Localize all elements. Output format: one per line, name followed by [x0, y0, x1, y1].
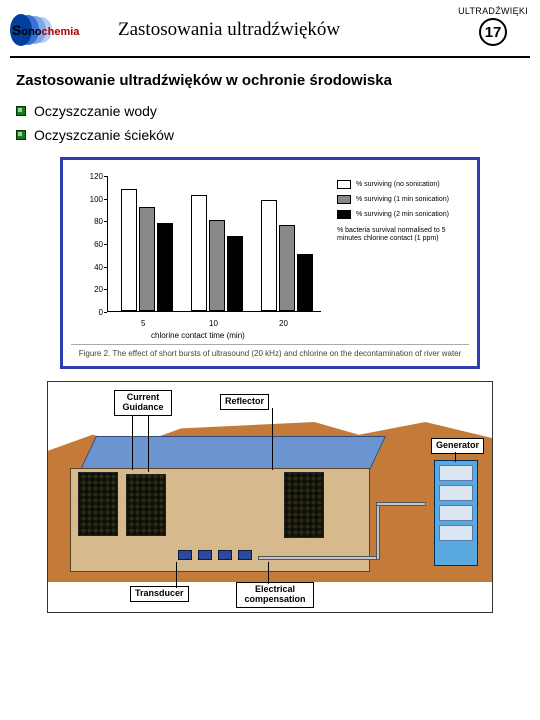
top-right-label: ULTRADŹWIĘKI: [458, 6, 528, 16]
logo-mid: ono: [21, 26, 41, 38]
bar-chart: 0 20 40 60 80 100 120 5 10 20 chlorine c…: [71, 168, 471, 338]
reflector-panel: [284, 472, 324, 538]
generator-rack: [434, 460, 478, 566]
legend-label: % surviving (1 min sonication): [356, 196, 449, 203]
ytick: 0: [81, 308, 103, 317]
cable: [376, 502, 380, 560]
cable: [376, 502, 426, 506]
label-generator: Generator: [431, 438, 484, 454]
legend-label: % surviving (no sonication): [356, 181, 440, 188]
page-number-badge: 17: [479, 18, 507, 46]
ytick: 100: [81, 195, 103, 204]
bar: [139, 207, 155, 311]
ytick: 120: [81, 172, 103, 181]
xtick: 20: [279, 319, 288, 328]
schematic-diagram: CurrentGuidance Reflector Generator Tran…: [47, 381, 493, 613]
bar: [261, 200, 277, 311]
ytick: 40: [81, 263, 103, 272]
chart-caption: Figure 2. The effect of short bursts of …: [71, 344, 469, 358]
transducer-icon: [238, 550, 252, 560]
bullet-text: Oczyszczanie wody: [34, 103, 157, 119]
transducer-icon: [198, 550, 212, 560]
transducer-icon: [178, 550, 192, 560]
label-current-guidance: CurrentGuidance: [114, 390, 172, 416]
x-axis-label: chlorine contact time (min): [151, 331, 245, 340]
bar: [121, 189, 137, 311]
list-item: Oczyszczanie ścieków: [0, 123, 540, 147]
ytick: 60: [81, 240, 103, 249]
logo-text: Sonochemia: [12, 22, 79, 38]
label-electrical: Electricalcompensation: [236, 582, 314, 608]
section-heading: Zastosowanie ultradźwięków w ochronie śr…: [0, 58, 540, 99]
header-right: ULTRADŹWIĘKI 17: [458, 6, 528, 46]
ytick: 20: [81, 285, 103, 294]
bullet-icon: [16, 130, 26, 140]
legend-note: % bacteria survival normalised to 5 minu…: [337, 227, 467, 244]
logo-letter-s: S: [12, 22, 21, 38]
bullet-icon: [16, 106, 26, 116]
guidance-panel: [126, 474, 166, 536]
bullet-text: Oczyszczanie ścieków: [34, 127, 174, 143]
cable: [258, 556, 378, 560]
legend-label: % surviving (2 min sonication): [356, 211, 449, 218]
xtick: 10: [209, 319, 218, 328]
bar: [157, 223, 173, 311]
transducer-icon: [218, 550, 232, 560]
list-item: Oczyszczanie wody: [0, 99, 540, 123]
slide-header: Sonochemia Zastosowania ultradźwięków UL…: [0, 0, 540, 56]
bar: [191, 195, 207, 311]
bar: [279, 225, 295, 311]
bar: [209, 220, 225, 311]
label-reflector: Reflector: [220, 394, 269, 410]
water-channel: [80, 436, 386, 470]
bar: [297, 254, 313, 311]
xtick: 5: [141, 319, 145, 328]
bar: [227, 236, 243, 311]
guidance-panel: [78, 472, 118, 536]
page-title: Zastosowania ultradźwięków: [118, 19, 340, 41]
ytick: 80: [81, 217, 103, 226]
chart-legend: % surviving (no sonication) % surviving …: [337, 180, 467, 244]
logo: Sonochemia: [10, 12, 100, 48]
bar-chart-figure: 0 20 40 60 80 100 120 5 10 20 chlorine c…: [60, 157, 480, 369]
logo-suffix: chemia: [42, 26, 80, 38]
label-transducer: Transducer: [130, 586, 189, 602]
